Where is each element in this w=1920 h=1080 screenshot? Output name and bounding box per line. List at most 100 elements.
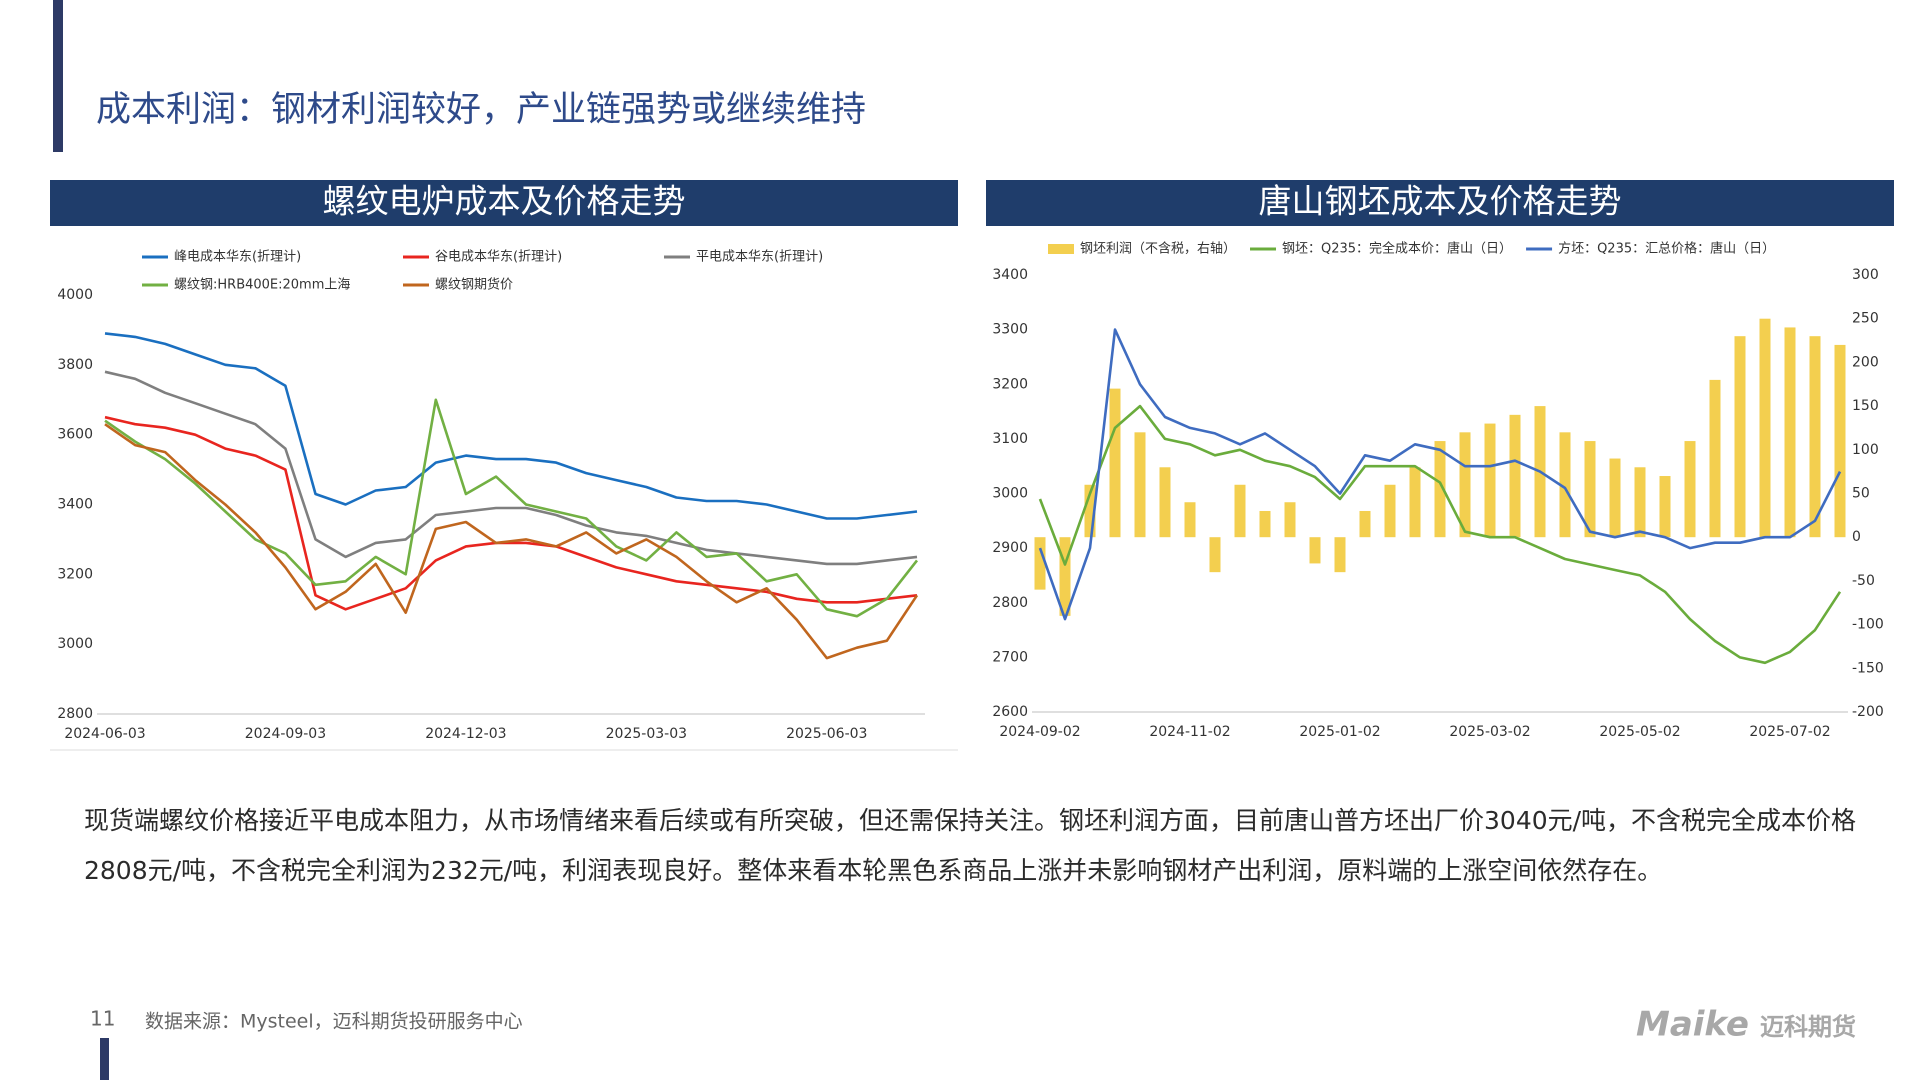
legend-label: 峰电成本华东(折理计) [174,250,301,265]
bar [1359,510,1371,538]
y-tick-label: 3100 [992,431,1028,447]
panel-header [986,180,1894,226]
y-tick-label: 2700 [992,649,1028,665]
bar [1484,423,1496,538]
bar [1634,467,1646,538]
x-tick-label: 2025-03-03 [606,726,687,742]
bar [1084,484,1096,538]
x-tick-label: 2025-03-02 [1449,724,1530,740]
x-tick-label: 2025-06-03 [786,726,867,742]
bar [1409,467,1421,538]
series-line [104,398,919,618]
x-tick-label: 2024-06-03 [64,726,145,742]
bar [1459,432,1471,538]
panel-header [50,180,958,226]
y2-tick-label: -50 [1852,573,1875,589]
y2-tick-label: -200 [1852,704,1884,720]
legend-label: 螺纹钢期货价 [435,277,513,293]
bar [1659,476,1671,538]
legend-label: 平电成本华东(折理计) [696,250,823,265]
y-tick-label: 3400 [992,267,1028,283]
source-note: 数据来源：Mysteel，迈科期货投研服务中心 [145,1011,523,1033]
bar [1609,458,1621,538]
bar [1059,537,1071,616]
series-line [104,423,919,660]
bar [1334,537,1346,573]
series-line [1038,404,1842,665]
y-tick-label: 3000 [992,486,1028,502]
bar [1559,432,1571,538]
bar [1209,537,1221,573]
y-tick-label: 3000 [57,636,93,652]
bar [1259,510,1271,538]
y-tick-label: 3300 [992,322,1028,338]
legend-label: 钢坯：Q235：完全成本价：唐山（日） [1282,241,1512,257]
x-tick-label: 2024-09-02 [999,724,1080,740]
bar [1134,432,1146,538]
series-line [104,370,918,566]
y2-tick-label: 0 [1852,529,1861,545]
x-tick-label: 2025-01-02 [1299,724,1380,740]
y-tick-label: 2900 [992,540,1028,556]
series-line [104,415,918,611]
y-tick-label: 3200 [57,566,93,582]
series-line [1038,328,1842,621]
bar [1309,537,1321,564]
footer-bar [100,1038,109,1080]
bar [1834,344,1846,538]
body-paragraph: 现货端螺纹价格接近平电成本阻力，从市场情绪来看后续或有所突破，但还需保持关注。钢… [84,806,1857,885]
y2-tick-label: 150 [1852,398,1879,414]
bar [1159,467,1171,538]
x-tick-label: 2025-05-02 [1599,724,1680,740]
x-tick-label: 2025-07-02 [1749,724,1830,740]
bar [1184,502,1196,538]
bar [1234,484,1246,538]
x-tick-label: 2024-12-03 [425,726,506,742]
y2-tick-label: -100 [1852,617,1884,633]
y2-tick-label: 300 [1852,267,1879,283]
logo-cn: 迈科期货 [1760,1013,1856,1041]
bar [1384,484,1396,538]
legend-label: 方坯：Q235：汇总价格：唐山（日） [1558,241,1775,257]
bar [1734,336,1746,538]
y-tick-label: 3600 [57,427,93,443]
slide-title: 成本利润：钢材利润较好，产业链强势或继续维持 [96,90,866,130]
y2-tick-label: -150 [1852,660,1884,676]
y2-tick-label: 100 [1852,442,1879,458]
page-number: 11 [90,1007,115,1031]
y-tick-label: 3200 [992,376,1028,392]
accent-bar [53,0,63,152]
legend-swatch [1048,244,1074,254]
y2-tick-label: 250 [1852,311,1879,327]
y-tick-label: 3800 [57,357,93,373]
bar [1109,388,1121,538]
y-tick-label: 2600 [992,704,1028,720]
panel-title: 螺纹电炉成本及价格走势 [323,182,686,221]
bar [1284,502,1296,538]
bar [1509,414,1521,538]
bar [1584,441,1596,538]
y2-tick-label: 200 [1852,354,1879,370]
series-line [104,332,918,520]
y2-tick-label: 50 [1852,486,1870,502]
y-tick-label: 4000 [57,287,93,303]
panel-title: 唐山钢坯成本及价格走势 [1259,182,1622,221]
bar [1709,379,1721,538]
bar [1784,327,1796,538]
bar [1434,441,1446,538]
bar [1034,537,1046,590]
bar [1684,441,1696,538]
y-tick-label: 2800 [992,595,1028,611]
y-tick-label: 2800 [57,706,93,722]
y-tick-label: 3400 [57,497,93,513]
bar [1759,318,1771,538]
legend-label: 螺纹钢:HRB400E:20mm上海 [174,278,350,293]
legend-label: 钢坯利润（不含税，右轴） [1080,241,1236,257]
legend-label: 谷电成本华东(折理计) [435,250,562,265]
logo-en: Maike [1636,1005,1749,1045]
bar [1809,336,1821,538]
x-tick-label: 2024-09-03 [245,726,326,742]
x-tick-label: 2024-11-02 [1149,724,1230,740]
